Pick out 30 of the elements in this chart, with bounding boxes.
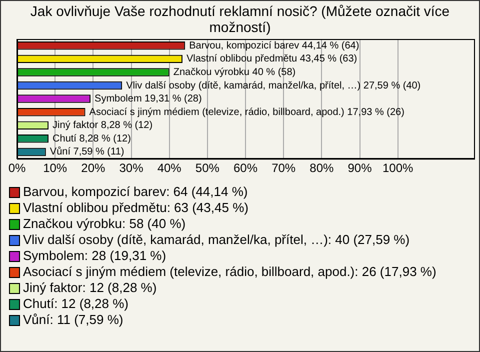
data-label: Chutí 8,28 % (12) [52,133,131,144]
legend-label: Symbolem: 28 (19,31 %) [23,248,166,264]
legend-label: Asociací s jiným médiem (televize, rádio, billboard, apod.): 26 (17,93 %) [23,264,436,280]
data-label: Vůní 7,59 % (11) [50,146,124,158]
x-tick-label: 60% [233,161,258,176]
data-label: Symbolem 19,31 % (28) [94,94,202,105]
legend-label: Vliv další osoby (dítě, kamarád, manžel/ka, přítel, …): 40 (27,59 %) [23,232,410,248]
data-label: Barvou, kompozicí barev 44,14 % (64) [189,40,360,52]
chart-title: Jak ovlivňuje Vaše rozhodnutí reklamní nosič? (Můžete označit více možností) [29,3,451,35]
legend-label: Barvou, kompozicí barev: 64 (44,14 %) [23,184,248,200]
x-tick-label: 10% [43,161,68,176]
x-tick-label: 30% [119,161,144,176]
data-label: Vlastní oblibou předmětu 43,45 % (63) [186,54,358,65]
x-tick-label: 20% [81,161,106,176]
x-tick-label: 100% [382,161,414,176]
data-label: Asociací s jiným médiem (televize, rádio, billboard, apod.) 17,93 % (26) [89,106,404,118]
x-tick-label: 0% [8,161,26,176]
data-label: Značkou výrobku 40 % (58) [173,66,296,78]
legend-label: Jiný faktor: 12 (8,28 %) [23,280,157,296]
x-tick-label: 70% [272,161,296,176]
legend-label: Chutí: 12 (8,28 %) [23,296,128,312]
data-label: Jiný faktor 8,28 % (12) [52,120,153,132]
data-label: Vliv další osoby (dítě, kamarád, manžel/ka, přítel, …) 27,59 % (40) [126,80,421,92]
legend-label: Značkou výrobku: 58 (40 %) [23,216,186,232]
x-tick-label: 80% [310,161,334,176]
legend-label: Vůní: 11 (7,59 %) [23,312,124,328]
x-tick-label: 50% [195,161,220,176]
legend-label: Vlastní oblibou předmětu: 63 (43,45 %) [23,200,248,216]
x-tick-label: 40% [157,161,182,176]
x-tick-label: 90% [348,161,372,176]
